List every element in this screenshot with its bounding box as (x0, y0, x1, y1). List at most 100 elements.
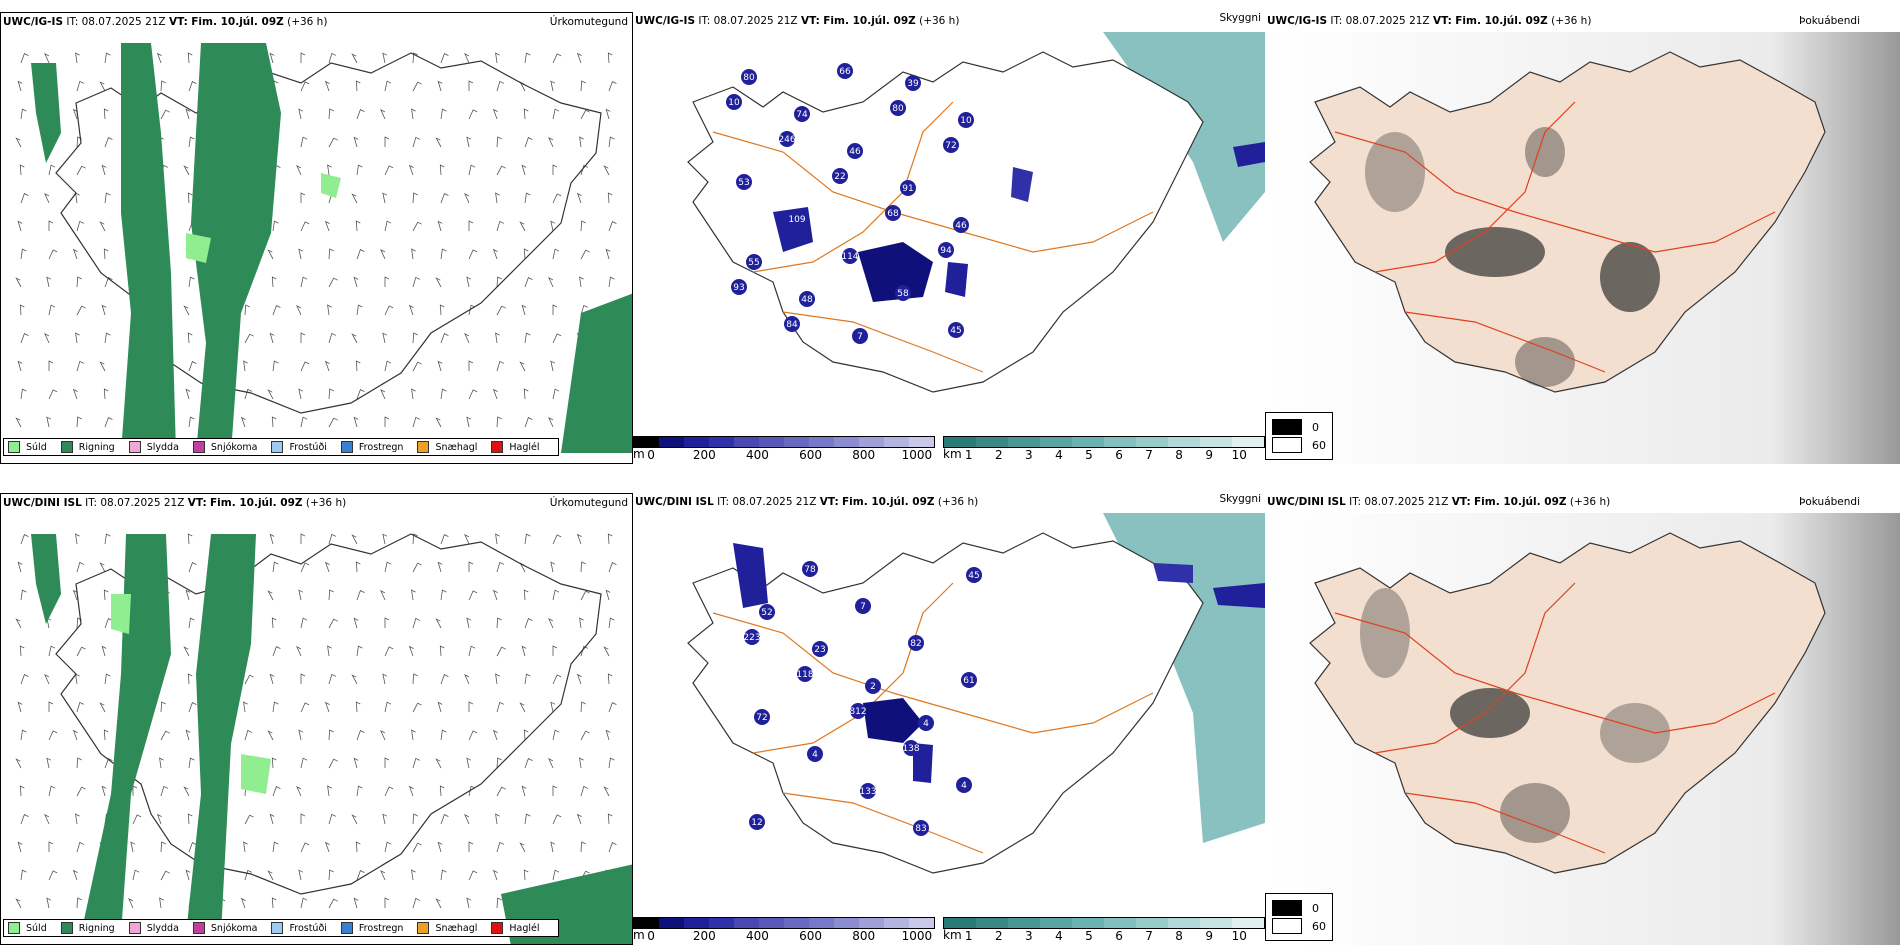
legend-swatch (417, 441, 430, 453)
wind-barb (412, 813, 418, 825)
wind-barb (48, 164, 56, 176)
fog-legend-row: 0 (1272, 419, 1326, 435)
cloud-visibility-panel-top: UWC/IG-IS IT: 08.07.2025 21Z VT: Fim. 10… (633, 12, 1265, 464)
wind-barb (328, 52, 336, 64)
wind-barb (244, 674, 254, 685)
colorbar-unit: km (943, 447, 962, 461)
legend-item: Slydda (128, 922, 179, 934)
wind-barb (440, 674, 449, 685)
panel-title: Skyggni (1219, 12, 1262, 24)
wind-barb (160, 80, 166, 92)
wind-barb (15, 277, 22, 288)
wind-barb (552, 534, 562, 545)
wind-barb (104, 758, 113, 769)
wind-barb (76, 276, 82, 288)
wind-barb (19, 164, 25, 176)
wind-barb (440, 53, 449, 64)
ceiling-marker (741, 69, 757, 85)
wind-barb (607, 192, 613, 204)
wind-barb (160, 870, 170, 881)
wind-barb (496, 841, 504, 853)
wind-barb (72, 869, 78, 881)
wind-barb (579, 276, 584, 288)
wind-barb (76, 360, 84, 372)
wind-barb (440, 534, 449, 545)
wind-barb (76, 165, 86, 176)
ceiling-marker (953, 217, 969, 233)
wind-barb (356, 249, 365, 260)
ceiling-label: 46 (955, 221, 967, 231)
ceiling-label: 10 (960, 116, 972, 126)
ceiling-marker (744, 629, 760, 645)
wind-barb (188, 562, 197, 573)
wind-barb (17, 561, 23, 573)
ceiling-marker (948, 322, 964, 338)
wind-barb (496, 617, 502, 629)
colorbar-segment (684, 437, 709, 447)
wind-barb (437, 360, 443, 372)
wind-barb (356, 785, 363, 797)
wind-barb (188, 757, 195, 769)
wind-barb (355, 701, 361, 713)
legend-label: Rigning (78, 922, 115, 934)
ceiling-marker (903, 740, 919, 756)
roads (712, 582, 1154, 854)
ceiling-colorbar: 0 200 400 600 800 1000 m (633, 436, 935, 462)
wind-barb (496, 136, 502, 148)
wind-barb (524, 673, 531, 685)
wind-barb (519, 702, 526, 713)
rain-area (186, 534, 256, 934)
wind-barb (243, 841, 248, 853)
wind-barb (440, 869, 447, 881)
wind-barb (188, 842, 197, 853)
legend-label: Frostúði (289, 441, 327, 453)
colorbar-tick: 0 (647, 929, 655, 943)
wind-barb (579, 617, 584, 629)
legend-swatch (271, 441, 284, 453)
wind-barb (440, 333, 449, 344)
wind-barb (384, 646, 394, 657)
panel-header: UWC/DINI ISL IT: 08.07.2025 21Z VT: Fim.… (3, 497, 347, 509)
legend-swatch (340, 441, 353, 453)
wind-barb (72, 248, 78, 260)
colorbar-segment (759, 918, 784, 928)
ceiling-label: 80 (743, 73, 755, 83)
wind-barb (48, 785, 56, 797)
wind-barb (300, 81, 310, 92)
wind-barb (380, 389, 386, 400)
wind-barb (521, 164, 527, 176)
colorbar-segment (809, 918, 834, 928)
wind-barb (576, 52, 582, 64)
wind-barb (104, 332, 111, 344)
wind-barb (20, 674, 29, 685)
wind-barb (550, 360, 556, 372)
wind-barb (185, 729, 191, 741)
fog-legend-row: 60 (1272, 437, 1326, 453)
colorbar-segment (1008, 918, 1040, 928)
wind-barb (20, 534, 29, 545)
precip-type-panel-bottom: UWC/DINI ISL IT: 08.07.2025 21Z VT: Fim.… (0, 493, 633, 945)
legend-label: Súld (26, 922, 47, 934)
wind-barb (72, 388, 78, 400)
rain-area (81, 534, 171, 934)
wind-barb (580, 841, 586, 853)
rain-area (121, 43, 176, 453)
colorbar-segment (659, 437, 684, 447)
wind-barb (269, 813, 275, 825)
wind-barb (328, 248, 334, 260)
wind-barb (384, 786, 394, 797)
wind-barb (328, 417, 338, 428)
wind-barb (552, 869, 560, 881)
colorbar-segment (976, 437, 1008, 447)
wind-barb (243, 360, 248, 372)
wind-barb (353, 416, 359, 428)
wind-barb (552, 785, 558, 796)
wind-barb (300, 533, 306, 544)
wind-barb (466, 136, 472, 148)
legend-item: Frostúði (271, 922, 327, 934)
wind-barb (324, 220, 330, 232)
wind-barb (605, 729, 611, 741)
wind-barb (408, 645, 414, 657)
wind-barb (44, 333, 50, 344)
wind-barb (496, 276, 502, 288)
